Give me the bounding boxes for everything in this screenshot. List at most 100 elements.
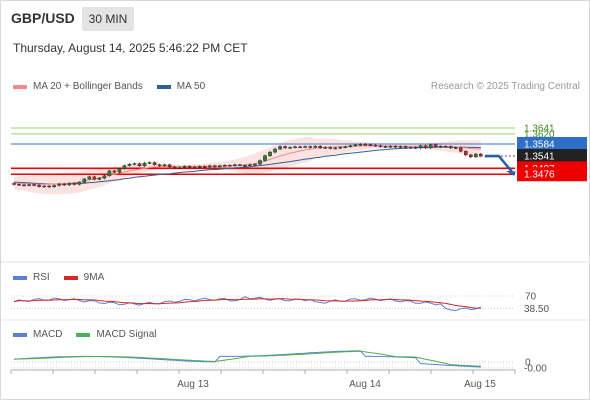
candle — [142, 161, 147, 167]
candle — [147, 161, 152, 165]
candle — [87, 175, 92, 181]
candle-body — [142, 162, 147, 167]
price-tag-1.3620: 1.3620 — [524, 129, 555, 140]
candle — [212, 164, 217, 168]
candle — [398, 145, 403, 149]
candle-body — [82, 178, 87, 183]
candle — [273, 147, 277, 154]
chart-datetime: Thursday, August 14, 2025 5:46:22 PM CET — [13, 41, 248, 55]
candle-body — [52, 185, 56, 188]
candle — [333, 146, 338, 150]
candle-body — [433, 144, 438, 147]
candle — [378, 144, 383, 148]
candle-body — [223, 165, 227, 167]
candle-body — [278, 146, 282, 150]
candle-body — [218, 165, 222, 168]
candle — [32, 183, 36, 187]
timeframe-button[interactable]: 30 MIN — [82, 7, 134, 31]
legend-macd: MACD — [13, 329, 62, 340]
candle — [448, 145, 453, 150]
candle-body — [72, 183, 77, 185]
candle — [197, 165, 202, 169]
candle — [72, 182, 77, 186]
candle-body — [202, 166, 207, 168]
candle — [464, 150, 468, 157]
candle-body — [273, 148, 277, 153]
candle — [428, 143, 433, 150]
price-tag-1.3541: 1.3541 — [524, 152, 555, 163]
candle-body — [318, 146, 323, 149]
price-tag-1.3584: 1.3584 — [524, 140, 555, 151]
candle — [258, 159, 262, 166]
candle — [62, 182, 66, 186]
instrument-title: GBP/USD — [11, 10, 75, 26]
candle — [303, 145, 307, 149]
legend-macd-label: MACD — [33, 329, 63, 340]
candle-body — [418, 145, 423, 149]
candle-body — [313, 146, 318, 148]
candle — [228, 164, 232, 167]
candle — [42, 184, 46, 188]
candle — [182, 165, 187, 169]
ma50-swatch — [156, 84, 171, 89]
candle — [283, 145, 287, 150]
macd-legend: MACD MACD Signal — [13, 329, 170, 340]
candle — [413, 146, 418, 150]
candle — [263, 154, 267, 162]
macd-level-label-0: 0 — [525, 358, 531, 369]
ma20-swatch — [13, 84, 27, 89]
candle — [22, 183, 26, 187]
macd-swatch — [13, 332, 27, 337]
candle-body — [177, 167, 182, 169]
candle-body — [288, 147, 292, 149]
candle-body — [187, 166, 192, 168]
candle — [479, 152, 483, 158]
candle — [243, 164, 247, 167]
legend-rsi-ma-label: 9MA — [83, 272, 105, 283]
candle — [92, 175, 97, 181]
macd-line — [13, 350, 481, 368]
candle — [393, 145, 398, 149]
candle — [157, 163, 162, 167]
candle-body — [338, 147, 343, 149]
candle-body — [413, 147, 418, 149]
candle-body — [12, 183, 16, 185]
candle — [162, 163, 167, 167]
candle-body — [474, 153, 478, 158]
candle-body — [27, 184, 31, 186]
candle-body — [378, 145, 383, 147]
candle — [403, 145, 408, 149]
candle — [288, 146, 292, 150]
legend-ma20: MA 20 + Bollinger Bands — [13, 81, 143, 92]
candle-body — [268, 151, 272, 156]
candle-body — [458, 147, 463, 152]
candle — [348, 144, 353, 148]
candle — [77, 181, 82, 186]
candle — [187, 165, 192, 169]
candle — [233, 163, 237, 167]
candle-body — [147, 162, 152, 164]
candle-body — [428, 144, 433, 149]
candle-body — [358, 144, 363, 146]
candle-body — [77, 182, 82, 185]
candle-body — [112, 170, 117, 173]
candle — [172, 165, 177, 170]
candle-body — [157, 164, 162, 167]
candle-body — [438, 146, 443, 148]
candle — [202, 165, 207, 169]
candle — [112, 169, 117, 174]
candle — [408, 146, 413, 149]
candle-body — [167, 164, 172, 168]
candle-body — [67, 183, 72, 186]
rsi-ma-line — [13, 298, 481, 309]
candle — [383, 145, 388, 148]
candle — [17, 183, 21, 186]
ma20-line — [13, 145, 481, 185]
candle — [353, 143, 358, 147]
candle-body — [323, 147, 328, 149]
candle — [52, 184, 56, 188]
candle-body — [469, 154, 473, 158]
candle — [268, 151, 272, 157]
candle-body — [398, 146, 403, 148]
rsi-legend: RSI 9MA — [13, 272, 118, 283]
